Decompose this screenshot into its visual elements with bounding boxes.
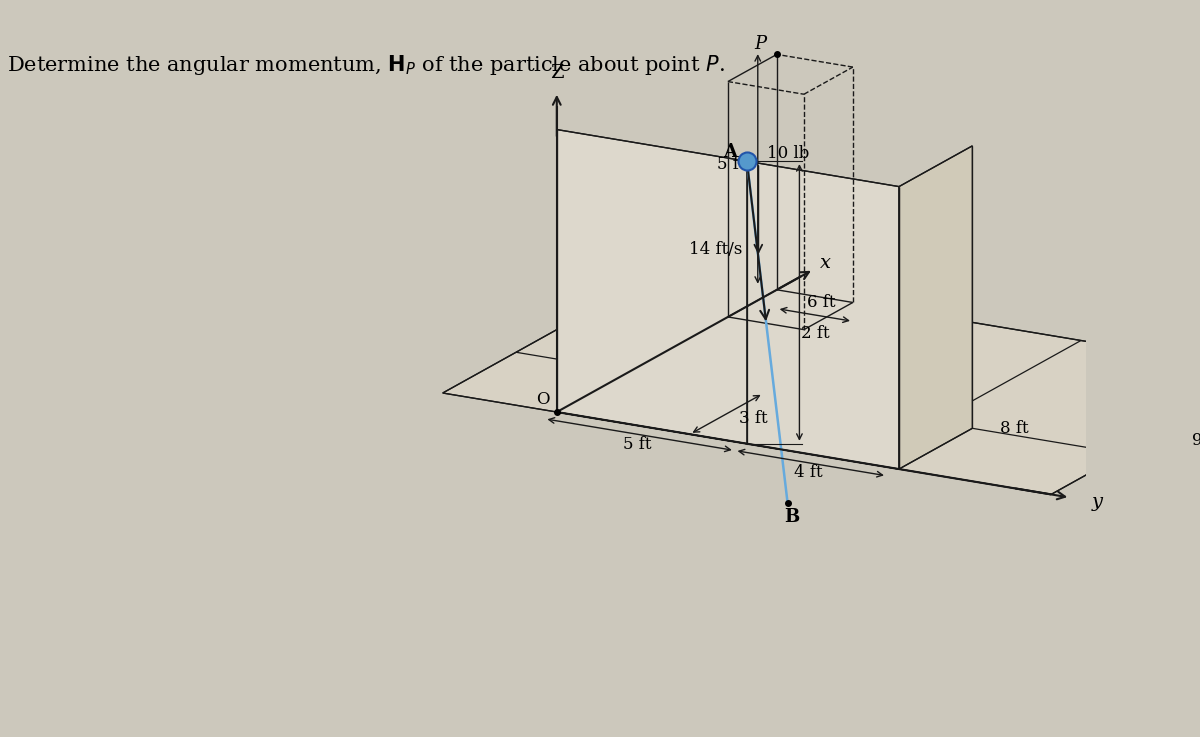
Text: 5 ft: 5 ft	[623, 436, 652, 453]
Polygon shape	[899, 146, 972, 469]
Text: B: B	[785, 508, 800, 526]
Text: Z: Z	[550, 64, 564, 82]
Text: 8 ft: 8 ft	[1000, 420, 1028, 437]
Text: O: O	[536, 391, 550, 408]
Text: 14 ft/s: 14 ft/s	[689, 242, 743, 259]
Text: y: y	[1091, 493, 1103, 511]
Text: 9 ft: 9 ft	[1193, 433, 1200, 450]
Text: Determine the angular momentum, $\mathbf{H}_P$ of the particle about point $P$.: Determine the angular momentum, $\mathbf…	[7, 53, 725, 77]
Text: 3 ft: 3 ft	[739, 410, 768, 427]
Text: 5 ft: 5 ft	[716, 156, 745, 173]
Polygon shape	[443, 270, 1200, 495]
Text: P: P	[755, 35, 767, 52]
Text: 4 ft: 4 ft	[793, 464, 822, 481]
Text: 2 ft: 2 ft	[800, 325, 829, 342]
Text: x: x	[820, 254, 832, 272]
Text: 6 ft: 6 ft	[806, 294, 835, 311]
Text: 10 lb: 10 lb	[767, 145, 809, 162]
Text: A: A	[724, 143, 738, 161]
Polygon shape	[557, 130, 899, 469]
